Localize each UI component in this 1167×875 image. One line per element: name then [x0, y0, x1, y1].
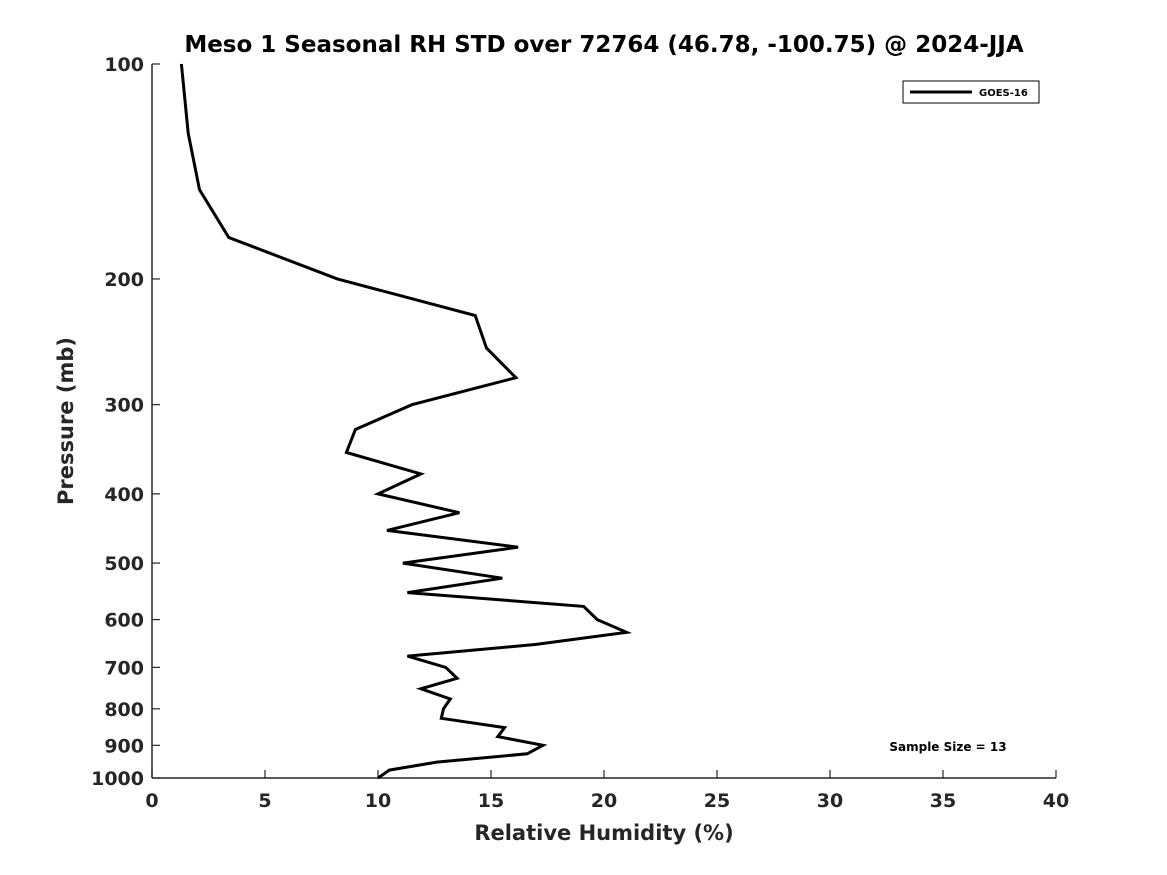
x-tick-label: 20 — [591, 790, 617, 812]
y-tick-label: 700 — [104, 657, 144, 679]
series-lines — [179, 63, 633, 780]
x-tick-label: 30 — [817, 790, 843, 812]
x-tick-label: 5 — [258, 790, 271, 812]
y-tick-label: 800 — [104, 699, 144, 721]
x-tick-label: 40 — [1043, 790, 1069, 812]
y-tick-label: 200 — [104, 269, 144, 291]
series-line-goes-16 — [179, 63, 633, 780]
x-tick-label: 10 — [365, 790, 391, 812]
x-tick-label: 15 — [478, 790, 504, 812]
x-tick-label: 25 — [704, 790, 730, 812]
legend: GOES-16 — [902, 80, 1040, 104]
y-tick-label: 400 — [104, 484, 144, 506]
x-axis-ticks: 0 5 10 15 20 25 30 35 40 — [145, 770, 1069, 812]
y-tick-label: 600 — [104, 610, 144, 632]
y-tick-label: 900 — [104, 735, 144, 757]
y-tick-label: 500 — [104, 553, 144, 575]
y-axis-ticks: 100 200 300 400 500 600 700 800 900 1000 — [91, 54, 160, 790]
axes — [151, 64, 1056, 779]
y-tick-label: 100 — [104, 54, 144, 76]
sample-size-annotation: Sample Size = 13 — [889, 740, 1006, 754]
legend-label-goes-16: GOES-16 — [979, 88, 1028, 99]
chart-title: Meso 1 Seasonal RH STD over 72764 (46.78… — [184, 32, 1024, 58]
y-axis-label: Pressure (mb) — [54, 337, 78, 505]
x-axis-label: Relative Humidity (%) — [474, 821, 733, 845]
x-tick-label: 0 — [145, 790, 158, 812]
x-tick-label: 35 — [930, 790, 956, 812]
y-tick-label: 1000 — [91, 768, 144, 790]
y-tick-label: 300 — [104, 395, 144, 417]
